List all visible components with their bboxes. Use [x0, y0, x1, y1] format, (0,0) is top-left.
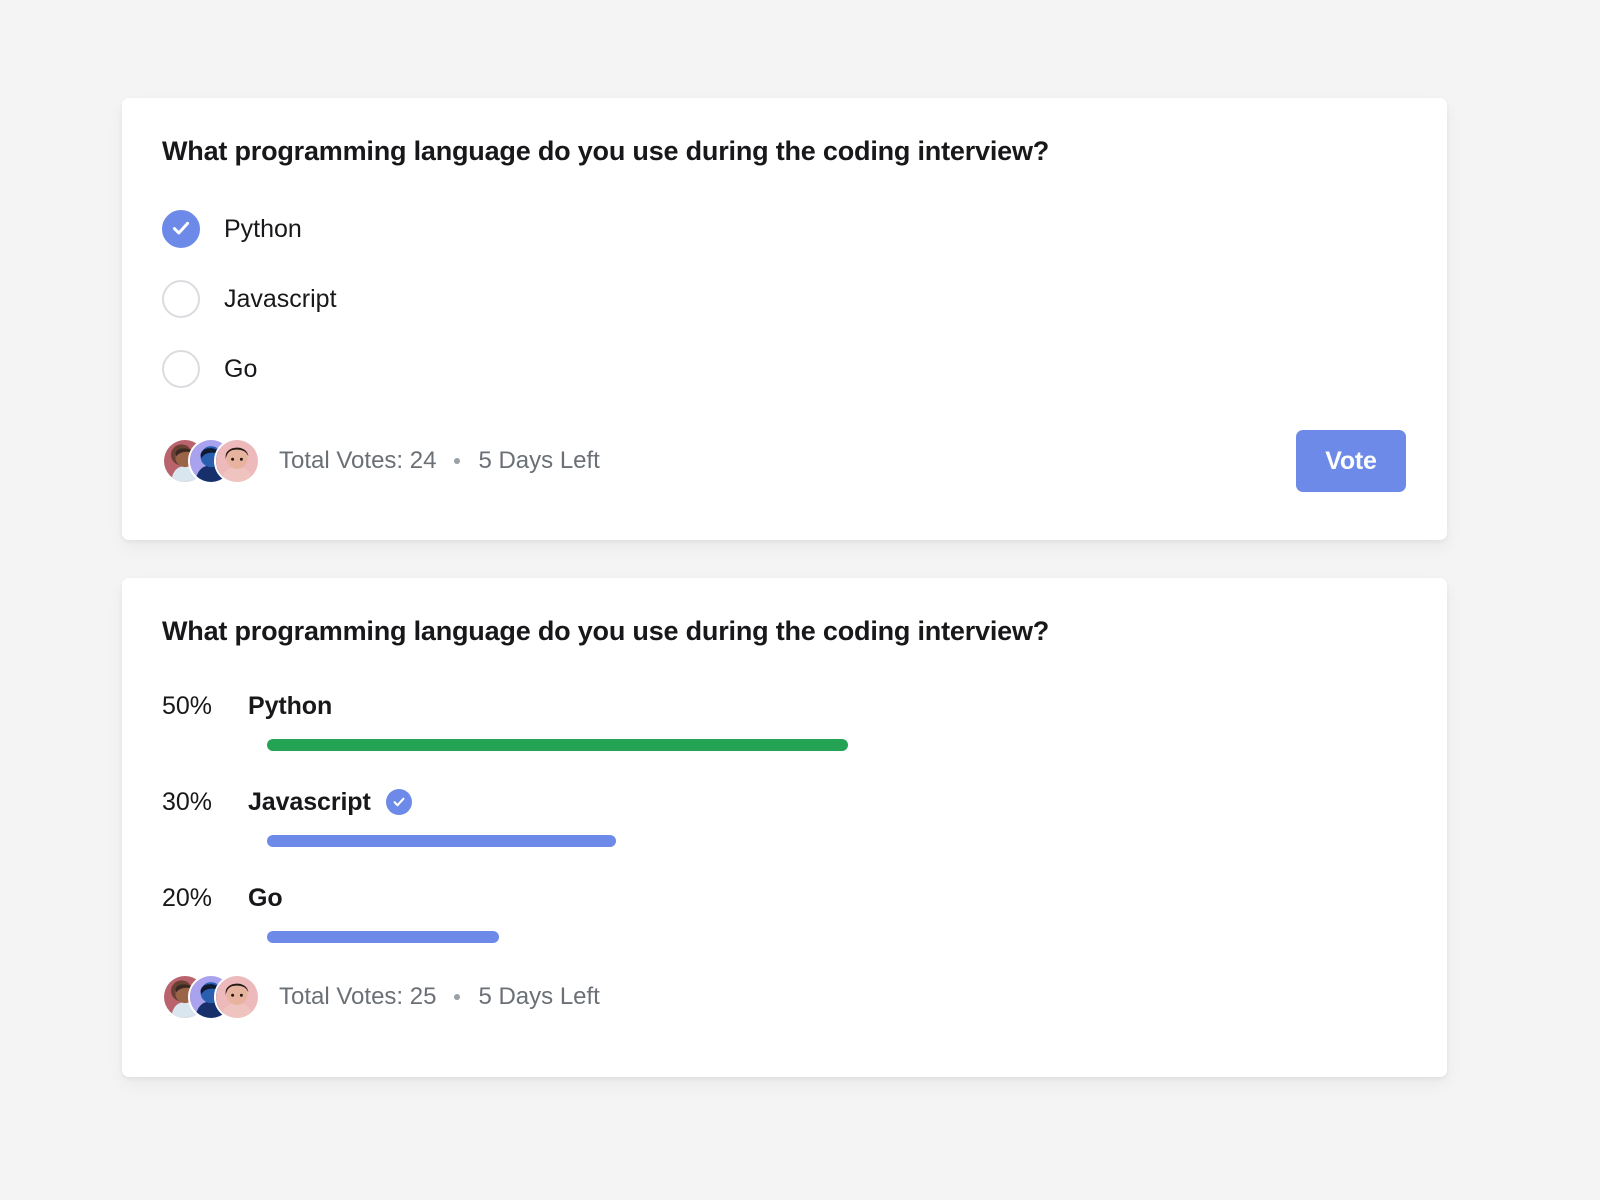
voted-check-badge-javascript	[385, 789, 412, 815]
result-bar-track-python	[267, 739, 1429, 751]
avatar-photo-icon	[216, 976, 258, 1018]
result-percent-javascript: 30%	[162, 787, 213, 816]
radio-python[interactable]	[162, 210, 200, 248]
result-head-python: 50% Python	[162, 683, 1362, 729]
result-bar-fill-javascript	[267, 835, 616, 847]
result-row-javascript[interactable]: 30% Javascript	[162, 779, 1362, 875]
result-percent-python: 50%	[162, 691, 213, 720]
poll-options-list: Python Javascript Go	[162, 194, 337, 404]
poll-vote-footer: Total Votes: 24 5 Days Left	[162, 438, 600, 484]
total-votes-label: Total Votes: 25	[279, 983, 437, 1010]
time-left-label: 5 Days Left	[478, 447, 600, 474]
vote-button[interactable]: Vote	[1296, 430, 1406, 492]
option-label-python: Python	[224, 214, 302, 243]
poll-results-list: 50% Python 30% Javascript	[162, 683, 1362, 971]
poll-results-meta: Total Votes: 25 5 Days Left	[279, 983, 600, 1011]
result-label-javascript: Javascript	[248, 787, 371, 816]
radio-go[interactable]	[162, 350, 200, 388]
avatar-photo-icon	[216, 440, 258, 482]
voter-avatar-stack[interactable]	[162, 974, 260, 1020]
meta-separator-dot	[454, 458, 461, 464]
poll-option-javascript[interactable]: Javascript	[162, 264, 337, 334]
poll-vote-meta: Total Votes: 24 5 Days Left	[279, 447, 600, 475]
check-icon	[172, 221, 190, 235]
result-label-python: Python	[248, 691, 333, 720]
avatar-person-3[interactable]	[214, 974, 260, 1020]
meta-separator-dot	[454, 994, 461, 1000]
avatar-person-3[interactable]	[214, 438, 260, 484]
result-head-go: 20% Go	[162, 875, 1362, 921]
total-votes-label: Total Votes: 24	[279, 447, 437, 474]
result-bar-fill-go	[267, 931, 500, 943]
radio-javascript[interactable]	[162, 280, 200, 318]
time-left-label: 5 Days Left	[478, 983, 600, 1010]
result-bar-fill-python	[267, 739, 848, 751]
poll-option-python[interactable]: Python	[162, 194, 337, 264]
option-label-go: Go	[224, 354, 258, 383]
result-row-go[interactable]: 20% Go	[162, 875, 1362, 971]
poll-question-title: What programming language do you use dur…	[162, 136, 1050, 166]
poll-results-question-title: What programming language do you use dur…	[162, 616, 1050, 646]
option-label-javascript: Javascript	[224, 284, 337, 313]
result-bar-track-go	[267, 931, 1429, 943]
result-label-go: Go	[248, 883, 283, 912]
poll-option-go[interactable]: Go	[162, 334, 337, 404]
result-row-python[interactable]: 50% Python	[162, 683, 1362, 779]
check-badge-icon	[393, 797, 405, 807]
result-percent-go: 20%	[162, 883, 213, 912]
poll-vote-card: What programming language do you use dur…	[122, 98, 1447, 540]
result-head-javascript: 30% Javascript	[162, 779, 1362, 825]
poll-results-footer: Total Votes: 25 5 Days Left	[162, 974, 600, 1020]
result-bar-track-javascript	[267, 835, 1429, 847]
voter-avatar-stack[interactable]	[162, 438, 260, 484]
poll-results-card: What programming language do you use dur…	[122, 578, 1447, 1077]
